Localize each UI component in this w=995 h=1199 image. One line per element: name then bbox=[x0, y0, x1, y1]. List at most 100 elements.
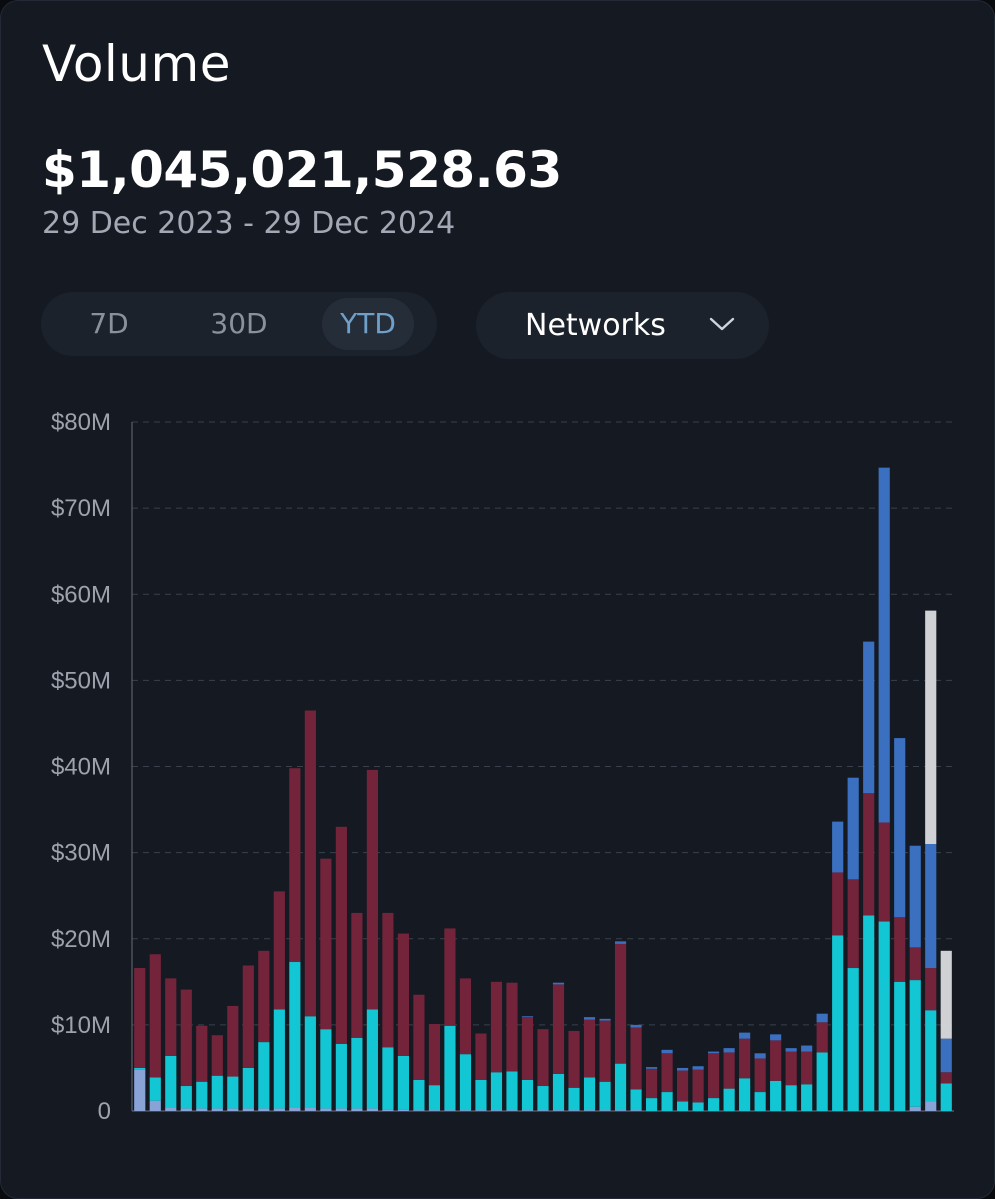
bar-segment[interactable] bbox=[583, 1077, 596, 1111]
period-7d-button[interactable]: 7D bbox=[89, 307, 129, 340]
bar-segment[interactable] bbox=[599, 1081, 611, 1111]
bar-segment[interactable] bbox=[630, 1110, 642, 1111]
bar-segment[interactable] bbox=[165, 978, 177, 1056]
bar-segment[interactable] bbox=[351, 912, 363, 1038]
bar-segment[interactable] bbox=[630, 1089, 642, 1111]
bar-segment[interactable] bbox=[149, 1077, 161, 1101]
bar-segment[interactable] bbox=[289, 1107, 301, 1111]
bar-segment[interactable] bbox=[708, 1098, 720, 1111]
bar-segment[interactable] bbox=[878, 467, 890, 823]
bar-segment[interactable] bbox=[227, 1076, 239, 1109]
bar-segment[interactable] bbox=[428, 1085, 441, 1111]
bar-segment[interactable] bbox=[351, 1108, 363, 1111]
bar-segment[interactable] bbox=[863, 641, 875, 794]
bar-segment[interactable] bbox=[134, 1067, 146, 1070]
bar-segment[interactable] bbox=[273, 1108, 285, 1111]
bar-segment[interactable] bbox=[134, 1069, 146, 1111]
bar-segment[interactable] bbox=[180, 1086, 192, 1109]
bar-segment[interactable] bbox=[708, 1051, 720, 1054]
bar-segment[interactable] bbox=[397, 1055, 409, 1110]
bar-segment[interactable] bbox=[242, 1108, 254, 1111]
bar-segment[interactable] bbox=[583, 1110, 596, 1111]
bar-segment[interactable] bbox=[351, 1037, 363, 1109]
bar-segment[interactable] bbox=[739, 1038, 751, 1079]
bar-segment[interactable] bbox=[475, 1033, 487, 1080]
bar-segment[interactable] bbox=[723, 1048, 735, 1053]
bar-segment[interactable] bbox=[165, 1055, 177, 1108]
bar-segment[interactable] bbox=[366, 1108, 378, 1111]
bar-segment[interactable] bbox=[863, 793, 875, 916]
bar-segment[interactable] bbox=[909, 1106, 921, 1111]
bar-segment[interactable] bbox=[211, 1035, 223, 1076]
bar-segment[interactable] bbox=[940, 1072, 952, 1084]
bar-segment[interactable] bbox=[816, 1022, 828, 1053]
bar-segment[interactable] bbox=[583, 1019, 596, 1078]
bar-segment[interactable] bbox=[335, 1108, 347, 1111]
bar-segment[interactable] bbox=[180, 989, 192, 1087]
bar-segment[interactable] bbox=[320, 1029, 332, 1109]
bar-segment[interactable] bbox=[413, 1079, 425, 1111]
bar-segment[interactable] bbox=[506, 1110, 518, 1111]
bar-segment[interactable] bbox=[537, 1029, 549, 1087]
bar-segment[interactable] bbox=[258, 1042, 270, 1109]
bar-segment[interactable] bbox=[413, 994, 425, 1080]
bar-segment[interactable] bbox=[490, 1110, 503, 1111]
bar-segment[interactable] bbox=[289, 768, 301, 963]
bar-segment[interactable] bbox=[289, 962, 301, 1108]
bar-segment[interactable] bbox=[227, 1108, 239, 1111]
bar-segment[interactable] bbox=[847, 968, 859, 1111]
bar-segment[interactable] bbox=[413, 1110, 425, 1111]
bar-segment[interactable] bbox=[630, 1027, 642, 1090]
bar-segment[interactable] bbox=[754, 1058, 766, 1093]
bar-segment[interactable] bbox=[304, 1016, 316, 1108]
bar-segment[interactable] bbox=[428, 1110, 441, 1111]
bar-segment[interactable] bbox=[925, 1101, 937, 1111]
bar-segment[interactable] bbox=[925, 844, 937, 969]
bar-segment[interactable] bbox=[909, 845, 921, 948]
bar-segment[interactable] bbox=[863, 915, 875, 1111]
bar-segment[interactable] bbox=[692, 1102, 704, 1111]
bar-segment[interactable] bbox=[677, 1067, 689, 1071]
bar-segment[interactable] bbox=[552, 984, 565, 1074]
bar-segment[interactable] bbox=[785, 1051, 797, 1086]
bar-segment[interactable] bbox=[909, 980, 921, 1107]
bar-segment[interactable] bbox=[614, 1110, 627, 1111]
bar-segment[interactable] bbox=[335, 1043, 347, 1109]
bar-segment[interactable] bbox=[537, 1086, 549, 1111]
bar-segment[interactable] bbox=[708, 1053, 720, 1099]
bar-segment[interactable] bbox=[552, 1110, 565, 1111]
bar-segment[interactable] bbox=[832, 935, 844, 1111]
bar-segment[interactable] bbox=[382, 912, 394, 1048]
bar-segment[interactable] bbox=[196, 1081, 208, 1109]
bar-segment[interactable] bbox=[537, 1110, 549, 1111]
bar-segment[interactable] bbox=[894, 917, 906, 982]
bar-segment[interactable] bbox=[211, 1108, 223, 1111]
bar-segment[interactable] bbox=[568, 1087, 580, 1111]
bar-segment[interactable] bbox=[847, 879, 859, 969]
bar-segment[interactable] bbox=[521, 1016, 534, 1018]
bar-segment[interactable] bbox=[801, 1045, 813, 1052]
bar-segment[interactable] bbox=[925, 610, 937, 845]
period-30d-button[interactable]: 30D bbox=[210, 307, 268, 340]
bar-segment[interactable] bbox=[242, 1067, 254, 1109]
bar-segment[interactable] bbox=[925, 1010, 937, 1102]
bar-segment[interactable] bbox=[320, 1108, 332, 1111]
bar-segment[interactable] bbox=[366, 769, 378, 1010]
bar-segment[interactable] bbox=[149, 1100, 161, 1111]
networks-dropdown[interactable]: Networks bbox=[476, 292, 769, 359]
bar-segment[interactable] bbox=[801, 1084, 813, 1111]
bar-segment[interactable] bbox=[304, 710, 316, 1017]
bar-segment[interactable] bbox=[816, 1013, 828, 1023]
bar-segment[interactable] bbox=[770, 1034, 782, 1041]
bar-segment[interactable] bbox=[614, 941, 627, 944]
period-ytd-button[interactable]: YTD bbox=[322, 298, 414, 350]
bar-segment[interactable] bbox=[475, 1110, 487, 1111]
bar-segment[interactable] bbox=[227, 1005, 239, 1077]
bar-segment[interactable] bbox=[273, 1009, 285, 1109]
bar-segment[interactable] bbox=[165, 1107, 177, 1111]
bar-segment[interactable] bbox=[661, 1049, 673, 1054]
bar-segment[interactable] bbox=[692, 1069, 704, 1103]
bar-segment[interactable] bbox=[677, 1101, 689, 1111]
bar-segment[interactable] bbox=[754, 1092, 766, 1111]
bar-segment[interactable] bbox=[134, 968, 146, 1068]
